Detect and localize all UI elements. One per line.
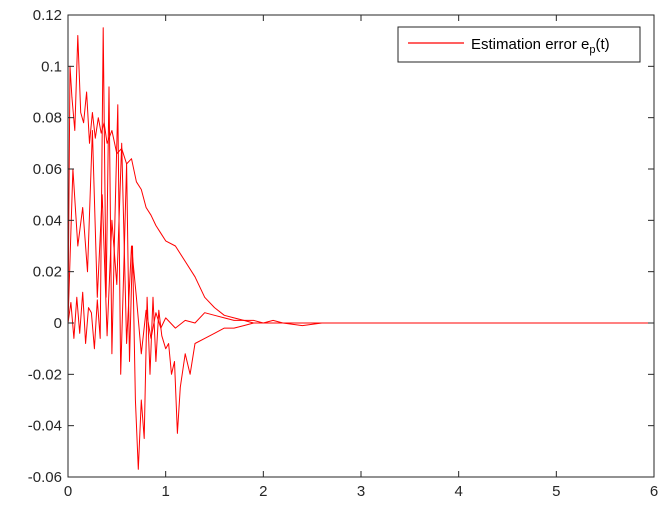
y-tick-label-5: 0.04: [33, 212, 62, 229]
y-tick-label-0: -0.06: [28, 469, 62, 486]
x-tick-label-3: 3: [357, 483, 365, 500]
legend-label-sub: p: [589, 44, 595, 56]
x-tick-label-2: 2: [259, 483, 267, 500]
x-tick-label-4: 4: [454, 483, 462, 500]
legend-label-tail: (t): [596, 36, 610, 53]
legend-label: Estimation error ep(t): [471, 36, 610, 56]
x-tick-label-5: 5: [552, 483, 560, 500]
series-layer: [67, 27, 654, 470]
x-tick-label-0: 0: [64, 483, 72, 500]
legend-label-main: Estimation error e: [471, 36, 589, 53]
tick-layer: 0 1 2 3 4 5 6 -0.06 -0.04 -0.02 0 0.02 0.04 0.06 0.08 0…: [28, 7, 658, 500]
y-tick-label-1: -0.04: [28, 418, 62, 435]
series-line-2: [67, 27, 654, 470]
y-tick-label-7: 0.08: [33, 110, 62, 127]
series-line-3: [67, 130, 654, 355]
y-tick-label-4: 0.02: [33, 264, 62, 281]
y-tick-label-2: -0.02: [28, 366, 62, 383]
y-tick-label-9: 0.12: [33, 7, 62, 24]
y-tick-label-8: 0.1: [41, 58, 62, 75]
x-tick-label-6: 6: [650, 483, 658, 500]
x-tick-label-1: 1: [161, 483, 169, 500]
legend[interactable]: Estimation error ep(t): [397, 26, 641, 63]
legend-box: [397, 26, 641, 63]
plot-area: [68, 15, 654, 477]
y-tick-label-3: 0: [54, 315, 62, 332]
y-tick-label-6: 0.06: [33, 161, 62, 178]
